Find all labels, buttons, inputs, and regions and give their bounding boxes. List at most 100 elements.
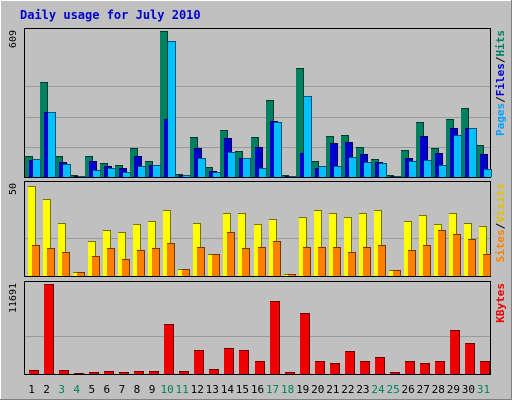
bar-kbytes-day-30 — [465, 343, 475, 374]
bar-sites-day-28 — [438, 230, 446, 276]
bar-sites-day-23 — [363, 247, 371, 276]
bar-pages-day-6 — [108, 168, 116, 177]
bar-pages-day-21 — [334, 166, 342, 177]
bar-sites-day-12 — [197, 247, 205, 276]
x-tick-label-day-20: 20 — [311, 383, 324, 396]
bar-sites-day-4 — [77, 272, 85, 276]
x-tick-label-day-21: 21 — [326, 383, 339, 396]
bar-kbytes-day-2 — [44, 284, 54, 374]
bar-sites-day-26 — [408, 250, 416, 276]
bar-sites-day-22 — [348, 252, 356, 276]
bar-pages-day-16 — [259, 168, 267, 177]
panel-hits-legend-label: Pages/Files/Hits — [494, 30, 507, 136]
bar-sites-day-11 — [182, 269, 190, 276]
bar-pages-day-13 — [213, 172, 221, 177]
bar-pages-day-12 — [198, 158, 206, 177]
bar-pages-day-22 — [349, 157, 357, 177]
panel-kbytes: 11691 KBytes — [8, 281, 507, 375]
series-kbytes — [29, 284, 490, 374]
bar-kbytes-day-10 — [164, 324, 174, 374]
panel-visits: 50 Sites/Visits — [8, 181, 507, 277]
bar-visits-day-22 — [344, 217, 352, 276]
x-tick-label-day-4: 4 — [73, 383, 80, 396]
bar-kbytes-day-16 — [255, 361, 265, 374]
bar-kbytes-day-21 — [330, 363, 340, 374]
bar-pages-day-23 — [364, 162, 372, 177]
bar-sites-day-27 — [423, 245, 431, 276]
bar-visits-day-31 — [479, 226, 487, 276]
bar-files-day-5 — [89, 161, 97, 177]
bar-kbytes-day-13 — [209, 369, 219, 374]
bar-pages-day-26 — [409, 161, 417, 177]
bar-hits-day-10 — [160, 31, 168, 177]
x-tick-label-day-9: 9 — [149, 383, 156, 396]
x-tick-label-day-17: 17 — [266, 383, 279, 396]
bar-hits-day-19 — [296, 68, 304, 177]
legend-part: Pages — [494, 103, 507, 136]
bar-sites-day-19 — [303, 247, 311, 276]
bar-pages-day-27 — [424, 160, 432, 177]
x-tick-label-day-10: 10 — [160, 383, 173, 396]
x-tick-label-day-13: 13 — [206, 383, 219, 396]
x-tick-label-day-25: 25 — [386, 383, 399, 396]
bar-kbytes-day-31 — [480, 361, 490, 374]
bar-pages-day-24 — [379, 163, 387, 177]
x-tick-label-day-5: 5 — [88, 383, 95, 396]
x-tick-label-day-22: 22 — [341, 383, 354, 396]
legend-part: / — [494, 56, 507, 63]
x-tick-label-day-28: 28 — [432, 383, 445, 396]
bar-sites-day-7 — [122, 259, 130, 276]
bar-pages-day-29 — [454, 135, 462, 177]
panel-kbytes-legend-label: KBytes — [494, 283, 507, 323]
bar-pages-day-5 — [93, 170, 101, 177]
bar-visits-day-21 — [329, 213, 337, 276]
bar-sites-day-5 — [92, 256, 100, 276]
x-tick-label-day-30: 30 — [462, 383, 475, 396]
bar-kbytes-day-3 — [59, 370, 69, 374]
bar-kbytes-day-1 — [29, 370, 39, 374]
bar-files-day-21 — [330, 143, 338, 177]
bar-visits-day-19 — [299, 217, 307, 276]
x-tick-label-day-31: 31 — [477, 383, 490, 396]
bar-kbytes-day-14 — [224, 348, 234, 374]
bar-sites-day-15 — [242, 248, 250, 276]
bar-sites-day-21 — [333, 247, 341, 276]
x-tick-label-day-18: 18 — [281, 383, 294, 396]
x-tick-label-day-2: 2 — [43, 383, 50, 396]
bar-pages-day-14 — [228, 152, 236, 177]
bar-visits-day-24 — [374, 210, 382, 276]
bar-sites-day-10 — [167, 243, 175, 276]
bar-sites-day-2 — [47, 248, 55, 276]
x-tick-label-day-19: 19 — [296, 383, 309, 396]
legend-part: Visits — [494, 183, 507, 223]
bar-sites-day-14 — [227, 232, 235, 276]
bar-kbytes-day-19 — [300, 313, 310, 374]
bar-kbytes-day-22 — [345, 351, 355, 374]
x-axis-labels: 1 2 3 4 5 6 7 8 9 10 11 12 13 14 15 16 17 18 19 20 21 22 23 24 2… — [28, 383, 490, 396]
x-tick-label-day-7: 7 — [119, 383, 126, 396]
bar-files-day-16 — [255, 147, 263, 177]
bar-kbytes-day-17 — [270, 301, 280, 374]
bar-kbytes-day-20 — [315, 361, 325, 374]
series-sites — [32, 230, 491, 276]
bar-kbytes-day-27 — [420, 363, 430, 374]
bar-visits-day-2 — [43, 199, 51, 276]
bar-visits-day-1 — [28, 186, 36, 276]
bar-kbytes-day-24 — [375, 357, 385, 374]
bar-pages-day-31 — [484, 169, 492, 177]
panel-kbytes-ymax-label: 11691 — [8, 283, 19, 313]
bar-kbytes-day-28 — [435, 361, 445, 374]
bar-sites-day-9 — [152, 248, 160, 276]
bar-kbytes-day-26 — [405, 361, 415, 374]
bar-visits-day-20 — [314, 210, 322, 276]
panel-hits-ymax-label: 609 — [8, 30, 19, 48]
bar-pages-day-20 — [319, 166, 327, 177]
bar-pages-day-30 — [469, 128, 477, 177]
bar-kbytes-day-15 — [239, 350, 249, 374]
legend-part: Hits — [494, 30, 507, 57]
bar-sites-day-16 — [258, 247, 266, 276]
x-tick-label-day-29: 29 — [447, 383, 460, 396]
